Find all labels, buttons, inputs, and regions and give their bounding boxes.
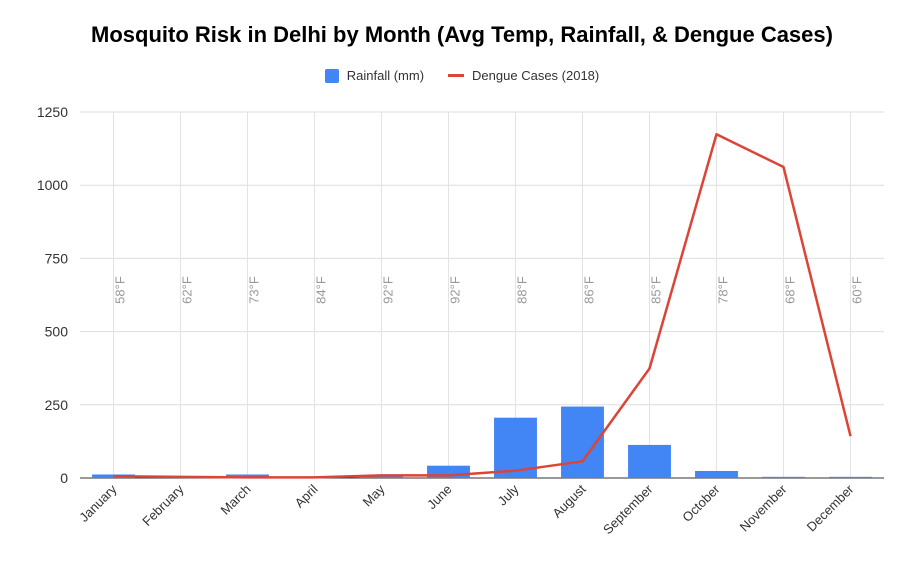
x-tick-label: July: [495, 481, 522, 508]
temp-label: 92°F: [448, 276, 463, 304]
legend-swatch-dengue: [448, 74, 465, 77]
legend: Rainfall (mm) Dengue Cases (2018): [0, 68, 924, 83]
x-tick-label: April: [292, 481, 321, 510]
temp-label: 88°F: [515, 276, 530, 304]
legend-label-dengue: Dengue Cases (2018): [472, 68, 600, 83]
x-tick-label: January: [76, 481, 120, 525]
temp-label: 62°F: [180, 276, 195, 304]
temp-label: 68°F: [783, 276, 798, 304]
y-tick-label: 750: [45, 250, 69, 266]
temp-label: 84°F: [314, 276, 329, 304]
x-tick-label: May: [360, 481, 388, 509]
legend-label-rainfall: Rainfall (mm): [346, 68, 425, 83]
temp-label: 92°F: [381, 276, 396, 304]
rainfall-bar: [628, 444, 671, 478]
chart-title: Mosquito Risk in Delhi by Month (Avg Tem…: [91, 22, 833, 47]
rainfall-bar: [762, 476, 805, 478]
temp-label: 86°F: [582, 276, 597, 304]
x-tick-label: August: [549, 481, 588, 520]
x-tick-label: February: [139, 481, 187, 529]
rainfall-bar: [695, 470, 738, 478]
legend-item-rainfall[interactable]: Rainfall (mm): [324, 68, 425, 83]
dengue-line: [113, 133, 852, 479]
temp-label: 73°F: [247, 276, 262, 304]
temp-label: 58°F: [113, 276, 128, 304]
legend-swatch-rainfall: [324, 68, 339, 83]
temp-label: 60°F: [850, 276, 865, 304]
x-tick-label: November: [737, 481, 790, 534]
rainfall-bar: [829, 476, 872, 478]
x-tick-label: October: [679, 481, 723, 525]
y-tick-label: 1000: [37, 177, 68, 193]
x-tick-label: September: [600, 481, 656, 537]
x-tick-label: March: [217, 482, 253, 518]
x-tick-label: June: [424, 482, 455, 513]
legend-item-dengue[interactable]: Dengue Cases (2018): [448, 68, 599, 83]
y-tick-label: 1250: [37, 104, 68, 120]
y-tick-label: 0: [60, 470, 68, 486]
temp-label: 85°F: [649, 276, 664, 304]
temp-label: 78°F: [716, 276, 731, 304]
y-tick-label: 250: [45, 397, 69, 413]
x-tick-label: December: [804, 481, 857, 534]
y-tick-label: 500: [45, 324, 69, 340]
